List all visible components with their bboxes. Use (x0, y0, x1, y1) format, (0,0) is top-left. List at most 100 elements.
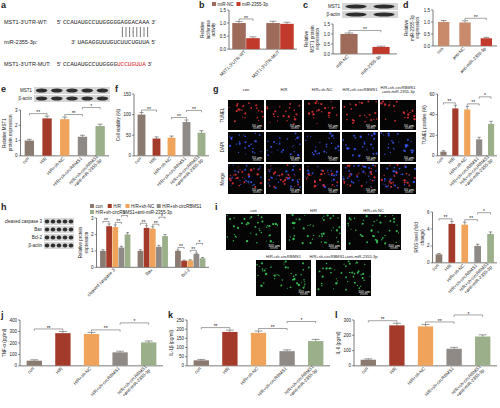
panel-label: k (168, 310, 174, 320)
cell-signal (347, 177, 349, 179)
scale-bar-label: 50 μm (404, 124, 414, 128)
cell-signal (248, 102, 250, 104)
cell-signal (343, 264, 344, 265)
y-tick-label: 300 (343, 318, 351, 323)
y-tick (185, 365, 187, 366)
error-bar (151, 227, 154, 229)
bar (194, 360, 209, 366)
label-line: H/R (444, 262, 454, 272)
cell-signal (321, 235, 323, 237)
y-tick-label: 1.5 (424, 8, 431, 13)
label-line: protein expression (8, 114, 13, 151)
error-bar (164, 234, 167, 236)
cell-signal (337, 280, 338, 281)
scale-bar-label: 50 μm (252, 156, 262, 160)
sequence-panel: aMST1-3'UTR-WT:5'CCAUAUGCCUUGGGGGAGGACAA… (1, 0, 156, 68)
cell-signal (323, 233, 325, 235)
cell-signal (386, 168, 388, 170)
y-tick-label: 150 (123, 92, 131, 97)
label-line: Bcl-2 (180, 267, 191, 278)
cell-signal (321, 111, 323, 113)
blot-band (63, 244, 68, 248)
scale-bar-label: 50 μm (328, 124, 338, 128)
cell-signal (353, 276, 355, 278)
cell-signal (312, 172, 314, 174)
blot-band (63, 236, 68, 240)
cell-signal (371, 135, 373, 137)
blot-band (51, 89, 63, 93)
error-bar (201, 257, 204, 259)
cell-signal (381, 179, 383, 181)
error-bar (139, 113, 143, 115)
blot-strip (342, 3, 398, 10)
error-bar (145, 226, 148, 228)
cell-signal (322, 217, 323, 218)
bar (60, 119, 69, 156)
cell-signal (390, 182, 392, 184)
error-bar (114, 225, 117, 227)
cell-signal (292, 146, 293, 147)
y-tick-label: 2 (91, 232, 94, 237)
cell-signal (396, 230, 398, 232)
cell-signal (413, 118, 415, 120)
sequence-label: MST1-3'UTR-WT: (4, 19, 48, 25)
y-axis-label: ROS level (foldchange) (414, 222, 425, 253)
error-bar (145, 341, 153, 342)
y-tick-label: 0.5 (424, 32, 431, 37)
y-tick (431, 33, 433, 34)
y-axis-label: TUNEL positive (%) (422, 105, 427, 145)
cell-signal (296, 219, 297, 220)
cell-signal (406, 173, 408, 175)
cell-signal (238, 171, 239, 172)
cell-signal (323, 216, 324, 217)
image-label: con (250, 208, 256, 213)
cell-signal (387, 132, 389, 134)
cell-signal (269, 122, 270, 123)
cell-signal (374, 180, 375, 181)
cell-signal (229, 218, 231, 220)
base-pair-line (126, 27, 127, 37)
cell-signal (245, 180, 247, 182)
error-bar (312, 339, 320, 341)
cell-signal (299, 179, 300, 180)
micrograph (316, 260, 371, 296)
cell-signal (348, 260, 350, 262)
legend-label: con (96, 204, 104, 209)
cell-signal (229, 145, 231, 147)
cell-signal (347, 165, 349, 167)
panel-g: gTUNEL positive (%)0204060conH/RH/R+sh-N… (213, 84, 497, 189)
cell-signal (252, 151, 254, 153)
scale-bar-label: 50 μm (290, 188, 300, 192)
cell-signal (331, 142, 333, 144)
y-axis (229, 10, 230, 49)
image-label: H/R (310, 208, 317, 213)
cell-signal (238, 152, 239, 153)
significance-label: * (133, 318, 135, 324)
cell-signal (291, 214, 293, 216)
y-axis-label: Relative proteinexpression (78, 227, 89, 259)
cell-signal (366, 117, 367, 118)
y-tick-label: 2 (15, 123, 18, 128)
y-axis (187, 320, 188, 366)
cell-signal (257, 117, 258, 118)
cell-signal (269, 186, 270, 187)
cell-signal (331, 101, 332, 102)
y-tick-label: 1.5 (220, 8, 227, 13)
blot-strip (44, 226, 74, 233)
cell-signal (268, 179, 270, 181)
cell-signal (362, 165, 363, 166)
blot-band (69, 228, 74, 232)
y-tick-label: 150 (176, 336, 184, 341)
cell-signal (370, 179, 371, 180)
significance-label: ** (214, 323, 218, 329)
row-label: TUNEL (220, 107, 225, 122)
y-axis-label: Relativeluciferaseactivity (200, 19, 216, 39)
cell-signal (368, 167, 370, 169)
cell-signal (303, 279, 304, 280)
cell-signal (376, 118, 378, 120)
label-line: H/R+sh-circRBMS1 (68, 154, 100, 186)
x-tick-label: H/R (447, 155, 457, 165)
cell-signal (341, 272, 343, 274)
legend-swatch (126, 204, 130, 208)
panel-h: hconH/RH/R+sh-NCH/R+sh-circRBMS1H/R+sh-c… (1, 202, 209, 297)
